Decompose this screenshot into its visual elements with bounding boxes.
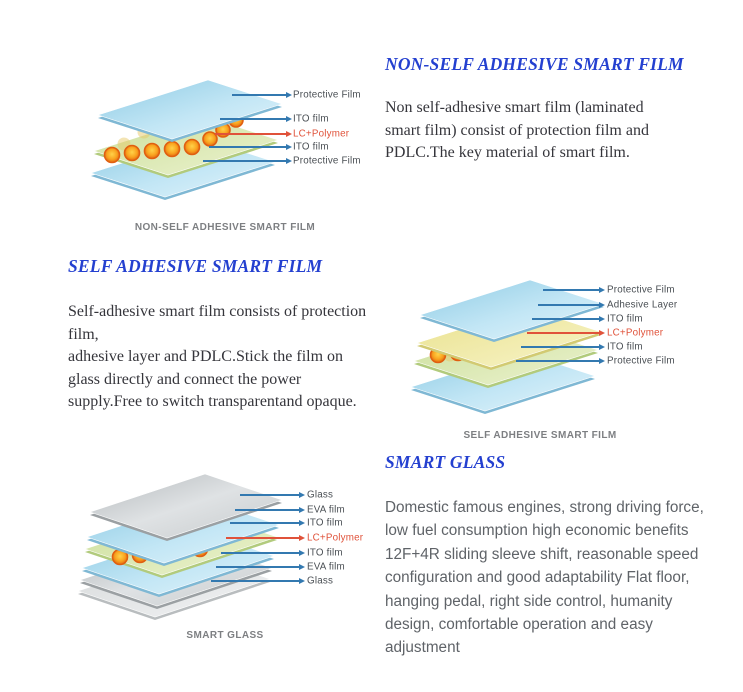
leader-line bbox=[226, 537, 299, 539]
layer-stack-illustration bbox=[410, 279, 605, 414]
section-body: Domestic famous engines, strong driving … bbox=[385, 499, 704, 657]
arrow-right-icon bbox=[599, 315, 605, 322]
arrow-right-icon bbox=[299, 563, 305, 570]
layer-label: ITO film bbox=[607, 341, 643, 353]
smart-glass-section: SMART GLASS Domestic famous engines, str… bbox=[385, 452, 735, 660]
layer-label: ITO film bbox=[607, 313, 643, 325]
layer-label: Glass bbox=[307, 575, 334, 587]
layer-label: Glass bbox=[307, 489, 334, 501]
arrow-right-icon bbox=[299, 534, 305, 541]
layer-stack-illustration bbox=[90, 79, 283, 200]
leader-line bbox=[532, 318, 599, 320]
arrow-right-icon bbox=[286, 143, 292, 150]
arrow-right-icon bbox=[299, 491, 305, 498]
arrow-right-icon bbox=[599, 301, 605, 308]
section-body: Non self-adhesive smart film (laminated … bbox=[385, 99, 649, 162]
arrow-right-icon bbox=[599, 286, 605, 293]
layer-label: ITO film bbox=[307, 517, 343, 529]
leader-line bbox=[220, 118, 286, 120]
layer-label: LC+Polymer bbox=[307, 532, 364, 544]
non-self-adhesive-film-diagram: Protective Film ITO film LC+Polymer ITO fil… bbox=[60, 60, 390, 245]
layer-label: Protective Film bbox=[293, 155, 361, 167]
leader-line bbox=[527, 332, 599, 334]
arrow-right-icon bbox=[286, 157, 292, 164]
leader-line bbox=[543, 289, 599, 291]
leader-line bbox=[216, 566, 299, 568]
arrow-right-icon bbox=[286, 130, 292, 137]
layer-label: ITO film bbox=[293, 113, 329, 125]
layer-label: ITO film bbox=[293, 141, 329, 153]
leader-line bbox=[516, 360, 599, 362]
diagram-caption: SELF ADHESIVE SMART FILM bbox=[463, 430, 617, 441]
leader-line bbox=[203, 160, 286, 162]
leader-line bbox=[521, 346, 599, 348]
leader-line bbox=[215, 133, 286, 135]
diagram-caption: SMART GLASS bbox=[186, 630, 264, 641]
leader-line bbox=[221, 552, 299, 554]
arrow-right-icon bbox=[286, 91, 292, 98]
layer-label: ITO film bbox=[307, 547, 343, 559]
leader-line bbox=[232, 94, 286, 96]
arrow-right-icon bbox=[599, 357, 605, 364]
arrow-right-icon bbox=[286, 115, 292, 122]
section-heading: SMART GLASS bbox=[385, 452, 506, 472]
layer-label: LC+Polymer bbox=[607, 327, 664, 339]
arrow-right-icon bbox=[299, 506, 305, 513]
arrow-right-icon bbox=[299, 549, 305, 556]
layer-label: EVA film bbox=[307, 561, 345, 573]
non-self-adhesive-section: NON-SELF ADHESIVE SMART FILM Non self-ad… bbox=[385, 54, 730, 165]
layer-label: Adhesive Layer bbox=[607, 299, 678, 311]
self-adhesive-film-diagram: Protective Film Adhesive Layer ITO film LC+… bbox=[400, 265, 743, 450]
leader-line bbox=[230, 522, 299, 524]
layer-label: Protective Film bbox=[607, 355, 675, 367]
leader-line bbox=[209, 146, 286, 148]
arrow-right-icon bbox=[299, 519, 305, 526]
section-body: Self-adhesive smart film consists of pro… bbox=[68, 303, 367, 411]
arrow-right-icon bbox=[299, 577, 305, 584]
arrow-right-icon bbox=[599, 343, 605, 350]
self-adhesive-section: SELF ADHESIVE SMART FILM Self-adhesive s… bbox=[68, 256, 398, 414]
section-heading: NON-SELF ADHESIVE SMART FILM bbox=[385, 54, 684, 74]
layer-label: Protective Film bbox=[293, 89, 361, 101]
layer-label: Protective Film bbox=[607, 284, 675, 296]
leader-line bbox=[211, 580, 299, 582]
leader-line bbox=[235, 509, 299, 511]
smart-glass-diagram: Glass EVA film ITO film LC+Polymer ITO film E… bbox=[60, 460, 390, 655]
layer-label: LC+Polymer bbox=[293, 128, 350, 140]
diagram-caption: NON-SELF ADHESIVE SMART FILM bbox=[134, 222, 316, 233]
arrow-right-icon bbox=[599, 329, 605, 336]
section-heading: SELF ADHESIVE SMART FILM bbox=[68, 256, 323, 276]
leader-line bbox=[538, 304, 599, 306]
leader-line bbox=[240, 494, 299, 496]
layer-stack-illustration bbox=[77, 473, 283, 620]
layer-label: EVA film bbox=[307, 504, 345, 516]
